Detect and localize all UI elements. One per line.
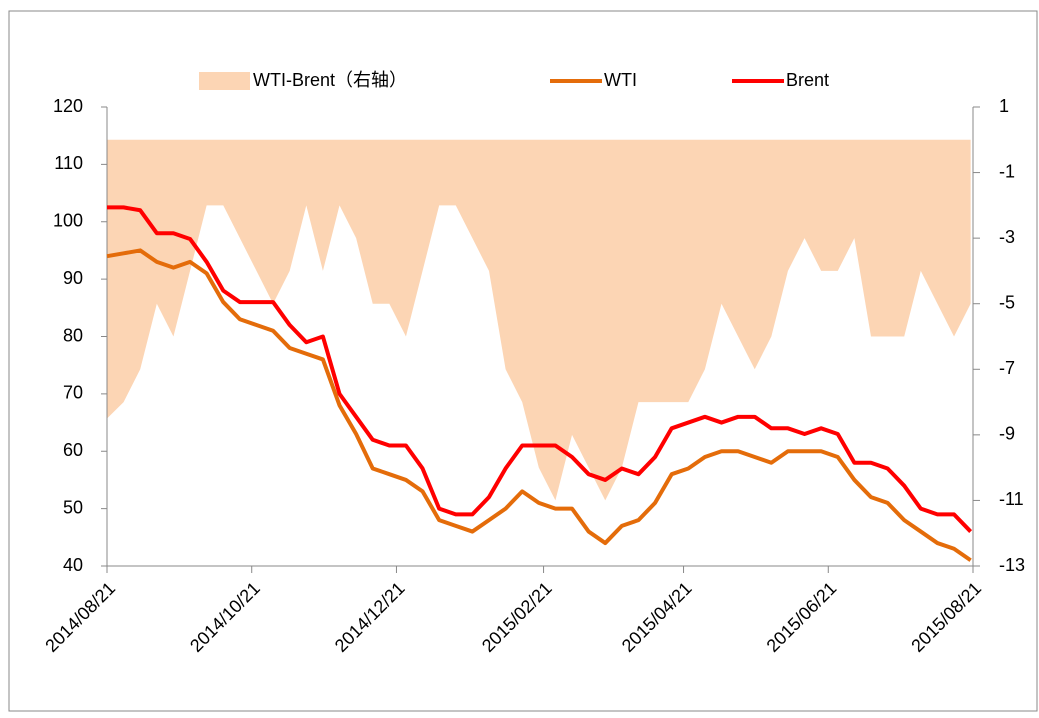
y2-tick-label: -7 <box>999 358 1015 378</box>
y2-tick-label: -9 <box>999 424 1015 444</box>
y2-tick-label: -11 <box>999 489 1024 509</box>
y-tick-label: 100 <box>53 211 83 231</box>
y2-tick-label: -1 <box>999 161 1015 181</box>
y2-tick-label: 1 <box>999 96 1009 116</box>
area <box>107 139 971 501</box>
y2-tick-label: -3 <box>999 227 1015 247</box>
line <box>107 205 973 533</box>
legend-label: WTI <box>604 70 637 90</box>
y-tick-label: 70 <box>63 383 83 403</box>
y-tick-label: 120 <box>53 96 83 116</box>
y2-tick-label: -5 <box>999 292 1015 312</box>
y-tick-label: 80 <box>63 325 83 345</box>
y-tick-label: 110 <box>54 153 83 173</box>
y-tick-label: 50 <box>63 497 83 517</box>
legend-label: WTI-Brent（右轴） <box>253 70 407 90</box>
y2-tick-label: -13 <box>999 555 1025 575</box>
y-tick-label: 60 <box>63 440 83 460</box>
legend-label: Brent <box>786 70 829 90</box>
y-tick-label: 90 <box>63 268 83 288</box>
y-tick-label: 40 <box>63 555 83 575</box>
line <box>106 248 972 562</box>
legend-swatch <box>199 72 250 90</box>
